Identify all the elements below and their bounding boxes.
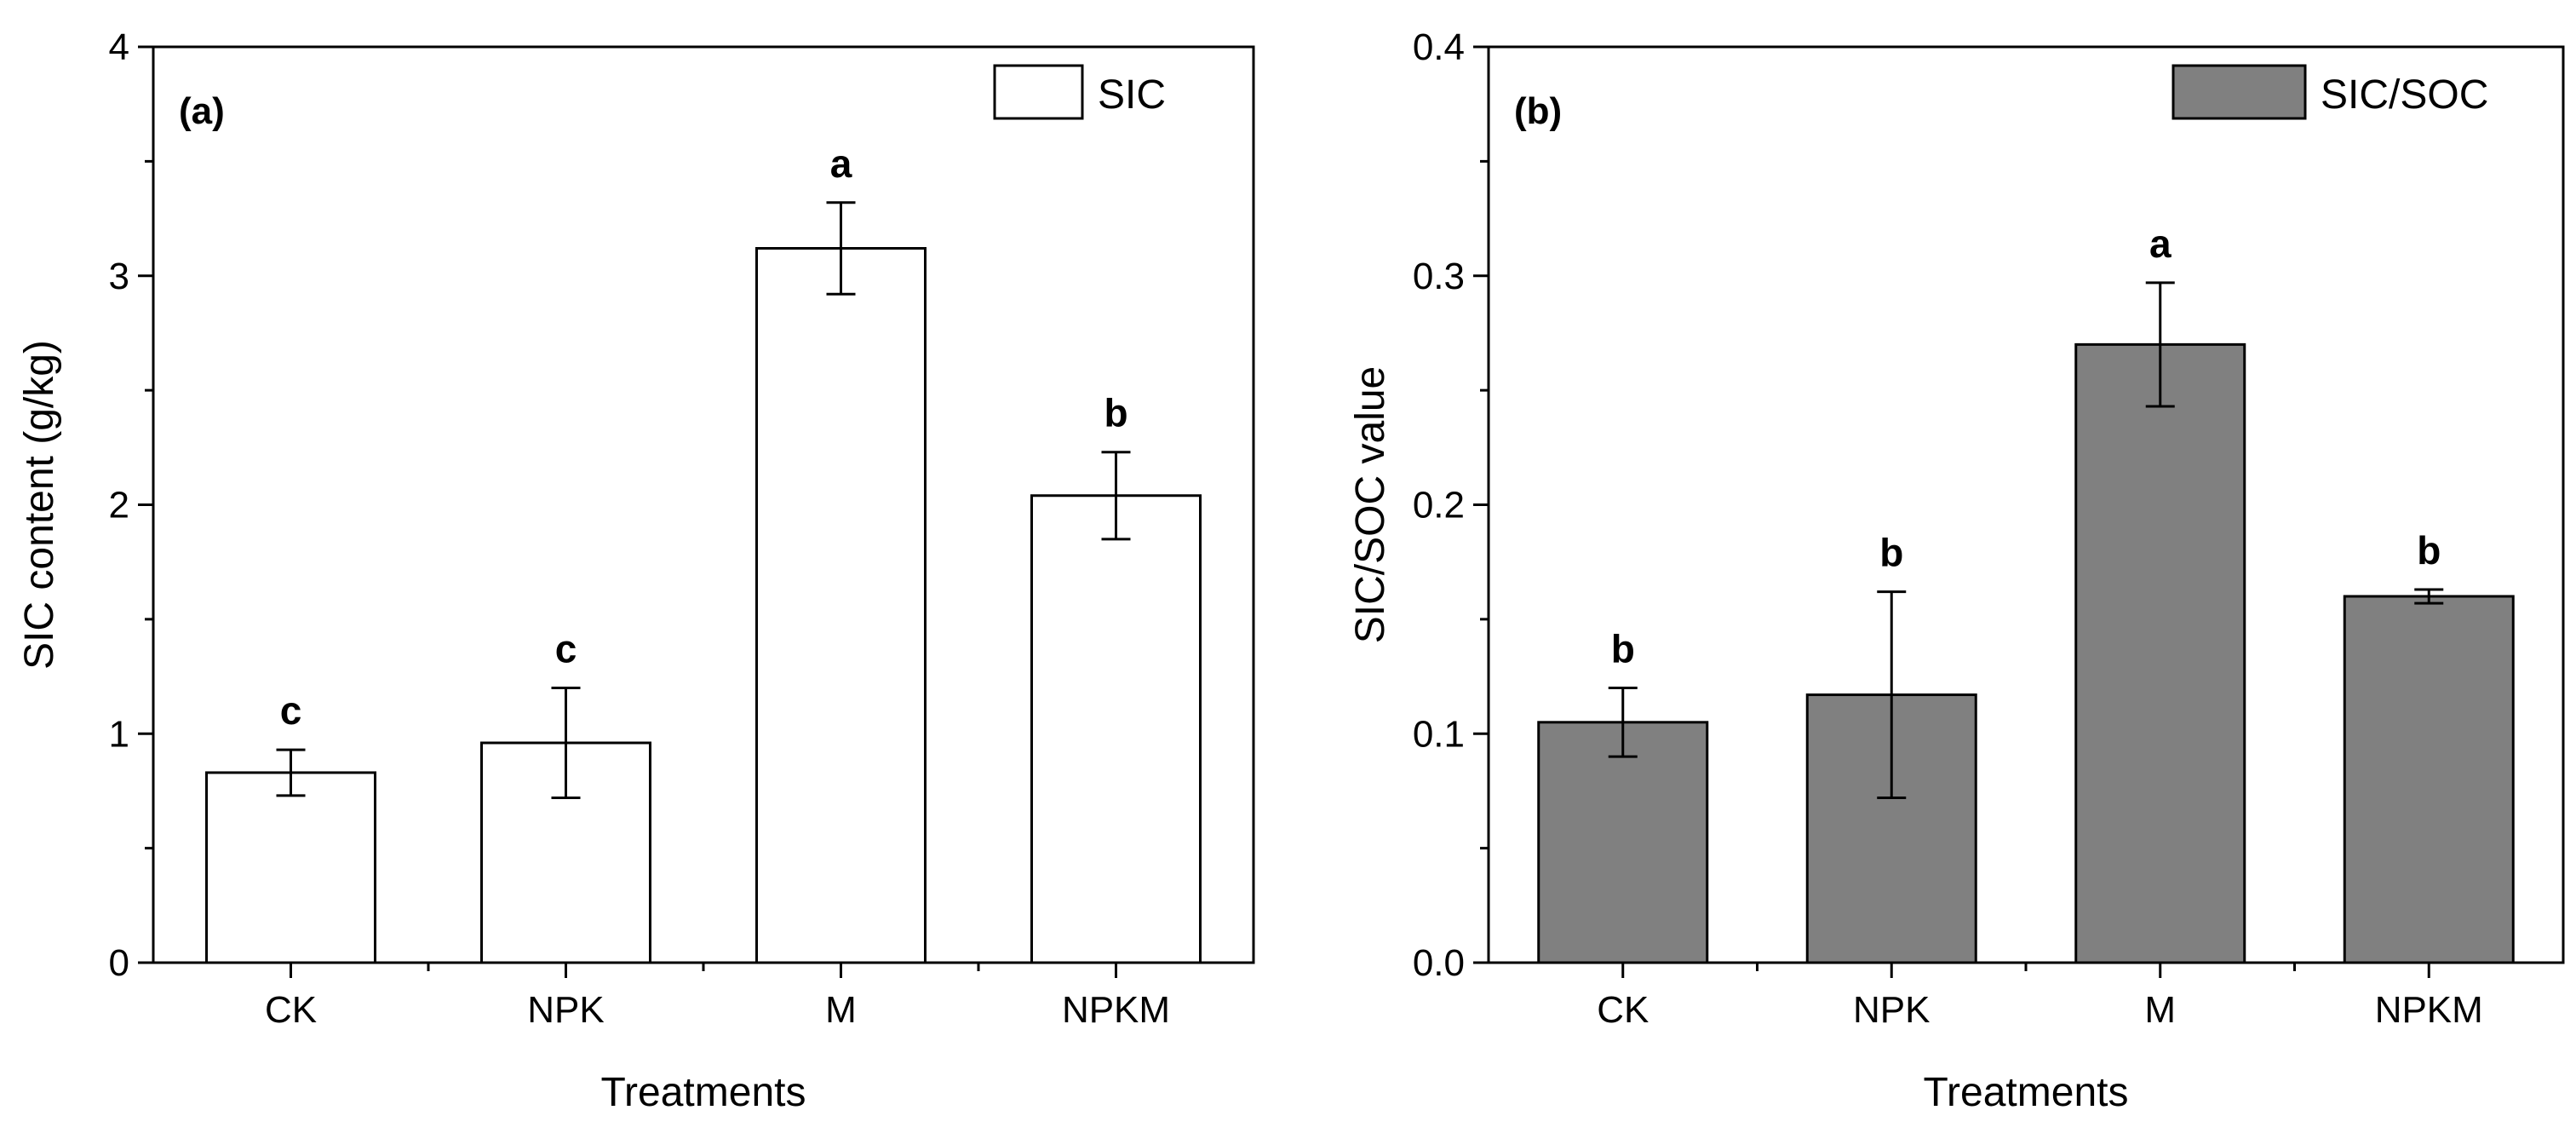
y-tick-label: 0.0 — [1413, 942, 1465, 984]
y-tick-label: 0 — [109, 942, 129, 984]
significance-label: c — [280, 688, 302, 733]
bar-npkm — [2343, 595, 2515, 964]
x-tick-label: CK — [265, 989, 317, 1031]
legend-swatch — [2172, 64, 2307, 120]
x-tick-label: M — [825, 989, 857, 1031]
significance-label: b — [2417, 528, 2441, 572]
x-tick-label: NPKM — [1062, 989, 1170, 1031]
significance-label: b — [1104, 391, 1127, 435]
x-tick-label: CK — [1597, 989, 1649, 1031]
y-axis-title: SIC/SOC value — [1348, 366, 1393, 643]
significance-label: a — [830, 141, 852, 186]
x-tick-label: NPK — [1853, 989, 1930, 1031]
y-tick-label: 0.3 — [1413, 256, 1465, 297]
y-tick-label: 0.1 — [1413, 713, 1465, 755]
legend-label: SIC — [1098, 72, 1166, 118]
bar-ck — [205, 771, 376, 964]
legend-label: SIC/SOC — [2321, 72, 2488, 118]
plot-frame — [152, 45, 1255, 964]
y-axis-title: SIC content (g/kg) — [17, 340, 62, 670]
bar-ck — [1537, 721, 1709, 964]
bar-npkm — [1030, 494, 1202, 964]
significance-label: a — [2149, 221, 2172, 266]
panel-label: (b) — [1514, 90, 1562, 132]
significance-label: b — [1879, 531, 1903, 575]
y-tick-label: 1 — [109, 713, 129, 755]
y-tick-label: 4 — [109, 26, 129, 68]
y-tick-label: 2 — [109, 485, 129, 526]
x-axis-title: Treatments — [1924, 1070, 2129, 1115]
x-tick-label: NPK — [527, 989, 604, 1031]
x-axis-title: Treatments — [601, 1070, 806, 1115]
x-tick-label: NPKM — [2375, 989, 2483, 1031]
x-tick-label: M — [2144, 989, 2176, 1031]
y-tick-label: 3 — [109, 256, 129, 297]
legend-swatch — [993, 64, 1084, 120]
bar-m — [755, 247, 927, 964]
significance-label: b — [1611, 627, 1635, 671]
significance-label: c — [555, 627, 577, 671]
plot-frame — [1487, 45, 2565, 964]
panel-label: (a) — [179, 90, 225, 132]
bar-m — [2074, 342, 2246, 964]
y-tick-label: 0.2 — [1413, 485, 1465, 526]
y-tick-label: 0.4 — [1413, 26, 1465, 68]
